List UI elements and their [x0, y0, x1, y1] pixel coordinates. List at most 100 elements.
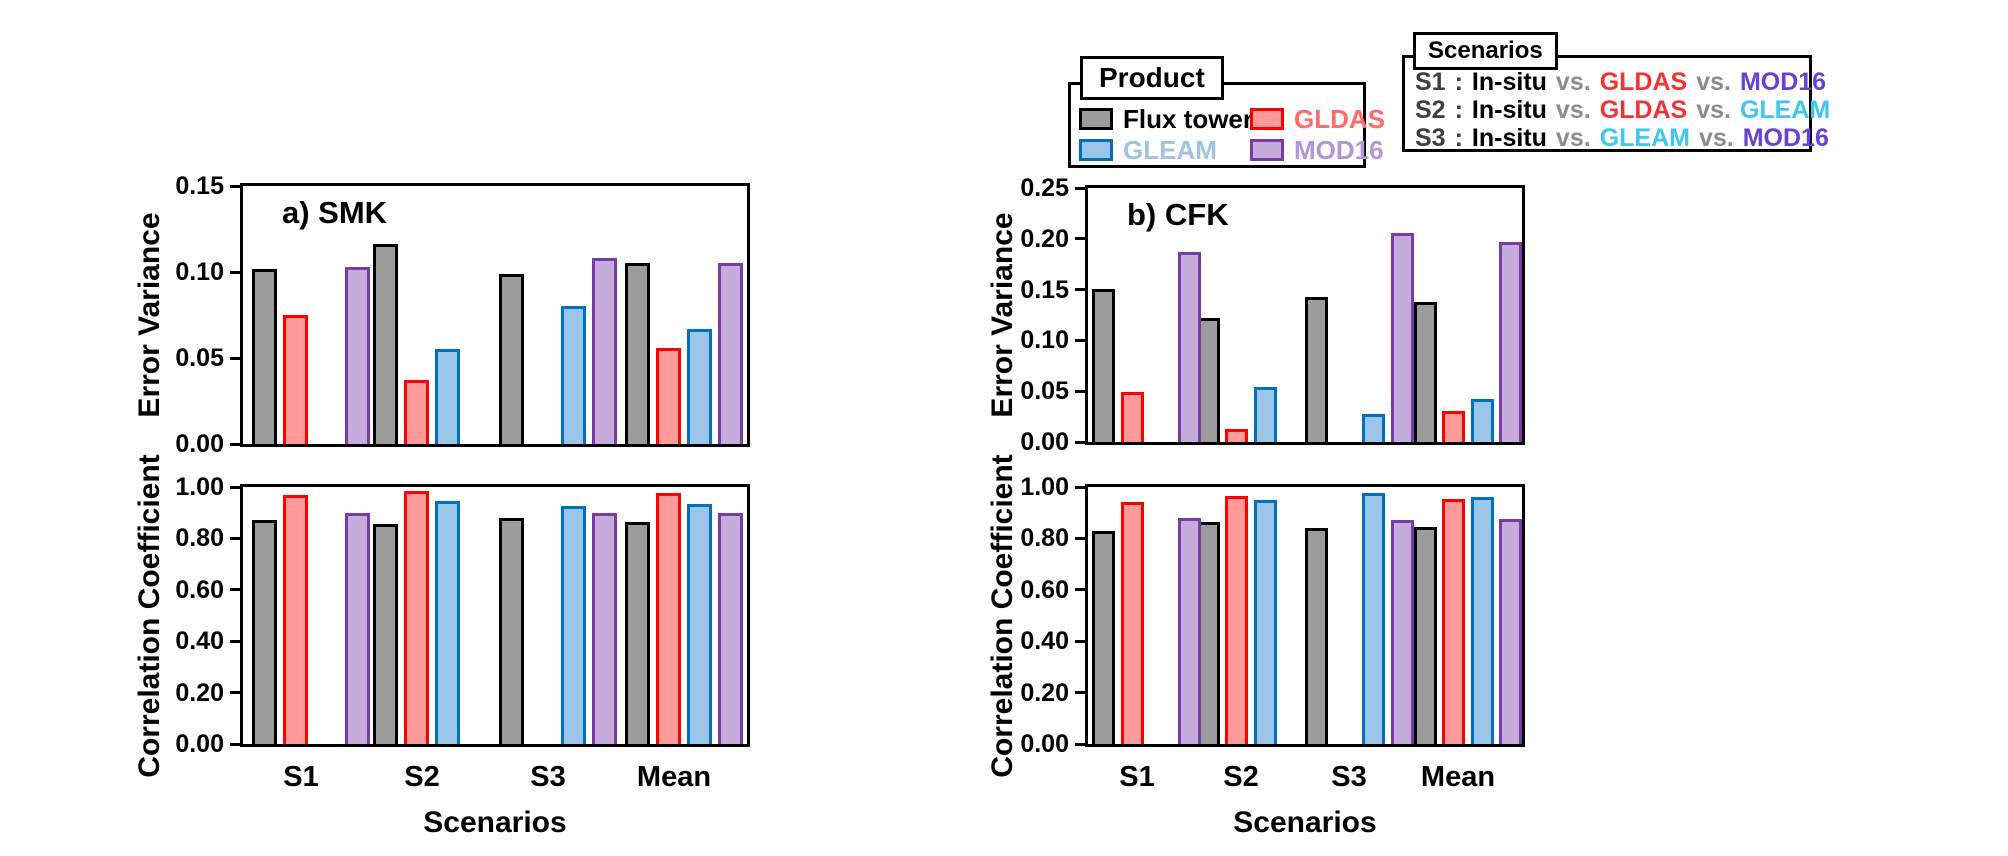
y-tick-mark — [230, 588, 240, 591]
bar-mod16-mean — [718, 263, 743, 444]
vs-text: vs. — [1696, 68, 1731, 96]
scenario-product-in-situ: In-situ — [1471, 124, 1547, 152]
y-tick-label: 0.80 — [1020, 524, 1069, 552]
legend-label: MOD16 — [1294, 135, 1384, 165]
vs-text: vs. — [1698, 124, 1734, 152]
scenarios-legend-title: Scenarios — [1413, 32, 1558, 70]
bar-mod16-s1 — [345, 267, 370, 444]
bar-gleam-mean — [1471, 497, 1494, 744]
bar-gleam-mean — [687, 504, 712, 744]
panel-label-smk_error_variance: a) SMK — [282, 195, 388, 230]
bar-gldas-s2 — [1225, 496, 1248, 744]
legend-swatch-flux-tower — [1079, 108, 1113, 130]
bar-flux-tower-s1 — [1092, 289, 1115, 442]
bar-gleam-mean — [687, 329, 712, 444]
y-tick-label: 0.05 — [175, 344, 224, 372]
bar-flux-tower-s3 — [499, 274, 524, 444]
y-tick-label: 0.05 — [1020, 377, 1069, 405]
scenario-product-gleam: GLEAM — [1599, 124, 1690, 152]
vs-text: vs. — [1555, 124, 1591, 152]
x-tick-label-s1: S1 — [283, 761, 319, 793]
bar-flux-tower-mean — [1414, 302, 1437, 442]
x-tick-label-s1: S1 — [1119, 761, 1155, 793]
legend-label: GLDAS — [1294, 104, 1385, 134]
y-tick-label: 0.15 — [175, 172, 224, 200]
y-tick-mark — [1075, 390, 1085, 393]
y-tick-mark — [1075, 588, 1085, 591]
y-tick-label: 0.60 — [1020, 576, 1069, 604]
scenario-separator: : — [1454, 96, 1463, 124]
bar-mod16-s1 — [1178, 518, 1201, 744]
bar-gldas-s2 — [1225, 429, 1248, 442]
bar-gleam-s3 — [1362, 493, 1385, 744]
y-axis-title-smk_correlation: Correlation Coefficient — [133, 454, 166, 778]
y-tick-label: 0.20 — [175, 679, 224, 707]
y-tick-mark — [230, 537, 240, 540]
bar-flux-tower-s3 — [1305, 297, 1328, 442]
y-tick-mark — [1075, 537, 1085, 540]
bar-gleam-mean — [1471, 399, 1494, 442]
scenario-product-mod16: MOD16 — [1739, 68, 1827, 96]
scenario-separator: : — [1454, 68, 1463, 96]
scenario-product-in-situ: In-situ — [1471, 68, 1547, 96]
legend-label: GLEAM — [1123, 135, 1217, 165]
product-legend-title: Product — [1080, 56, 1224, 100]
x-tick-label-s3: S3 — [1331, 761, 1367, 793]
bar-gleam-s3 — [561, 306, 586, 444]
bar-mod16-s3 — [1391, 233, 1414, 442]
vs-text: vs. — [1696, 96, 1731, 124]
product-legend-item: MOD16 — [1250, 136, 1384, 164]
bar-gldas-s1 — [1121, 392, 1144, 442]
bar-flux-tower-s1 — [252, 269, 277, 444]
scenario-product-gldas: GLDAS — [1599, 68, 1688, 96]
bar-flux-tower-s3 — [499, 518, 524, 744]
y-tick-mark — [230, 486, 240, 489]
scenario-id: S3 — [1415, 124, 1446, 152]
y-tick-mark — [230, 357, 240, 360]
y-tick-mark — [230, 691, 240, 694]
bar-flux-tower-s1 — [252, 520, 277, 744]
bar-flux-tower-s1 — [1092, 531, 1115, 744]
y-tick-mark — [230, 640, 240, 643]
legend-swatch-gldas — [1250, 108, 1284, 130]
y-tick-mark — [1075, 743, 1085, 746]
bar-gleam-s2 — [1254, 387, 1277, 442]
y-tick-mark — [1075, 691, 1085, 694]
scenario-id: S1 — [1415, 68, 1446, 96]
x-tick-label-mean: Mean — [636, 761, 712, 793]
x-axis-title-smk_correlation: Scenarios — [423, 806, 567, 839]
bar-gldas-mean — [1442, 411, 1465, 442]
x-tick-label-s2: S2 — [1223, 761, 1259, 793]
y-tick-label: 0.00 — [1020, 730, 1069, 758]
bar-mod16-s1 — [345, 513, 370, 744]
bar-gleam-s2 — [1254, 500, 1277, 744]
y-tick-mark — [230, 743, 240, 746]
bar-flux-tower-s2 — [373, 244, 398, 444]
bar-gldas-mean — [656, 493, 681, 744]
bar-mod16-s3 — [592, 513, 617, 744]
bar-mod16-s1 — [1178, 252, 1201, 442]
bar-gldas-s1 — [283, 495, 308, 744]
y-tick-label: 0.00 — [1020, 428, 1069, 456]
bar-flux-tower-mean — [625, 522, 650, 744]
y-tick-label: 0.15 — [1020, 276, 1069, 304]
bar-flux-tower-s2 — [373, 524, 398, 744]
bar-mod16-s3 — [592, 258, 617, 444]
panel-label-cfk_error_variance: b) CFK — [1127, 197, 1229, 232]
y-tick-mark — [1075, 640, 1085, 643]
y-tick-mark — [1075, 339, 1085, 342]
legend-label: Flux tower — [1123, 104, 1254, 134]
scenario-row-s2: S2: In-situ vs. GLDAS vs. GLEAM — [1415, 96, 1839, 124]
legend-swatch-mod16 — [1250, 139, 1284, 161]
bar-gleam-s3 — [561, 506, 586, 744]
y-tick-label: 0.10 — [175, 258, 224, 286]
y-tick-label: 0.25 — [1020, 174, 1069, 202]
bar-mod16-mean — [1499, 519, 1522, 744]
bar-mod16-mean — [718, 513, 743, 744]
y-tick-label: 0.60 — [175, 576, 224, 604]
bar-mod16-s3 — [1391, 520, 1414, 744]
scenario-product-mod16: MOD16 — [1742, 124, 1829, 152]
bar-gldas-s1 — [1121, 502, 1144, 744]
product-legend-item: GLEAM — [1079, 136, 1217, 164]
